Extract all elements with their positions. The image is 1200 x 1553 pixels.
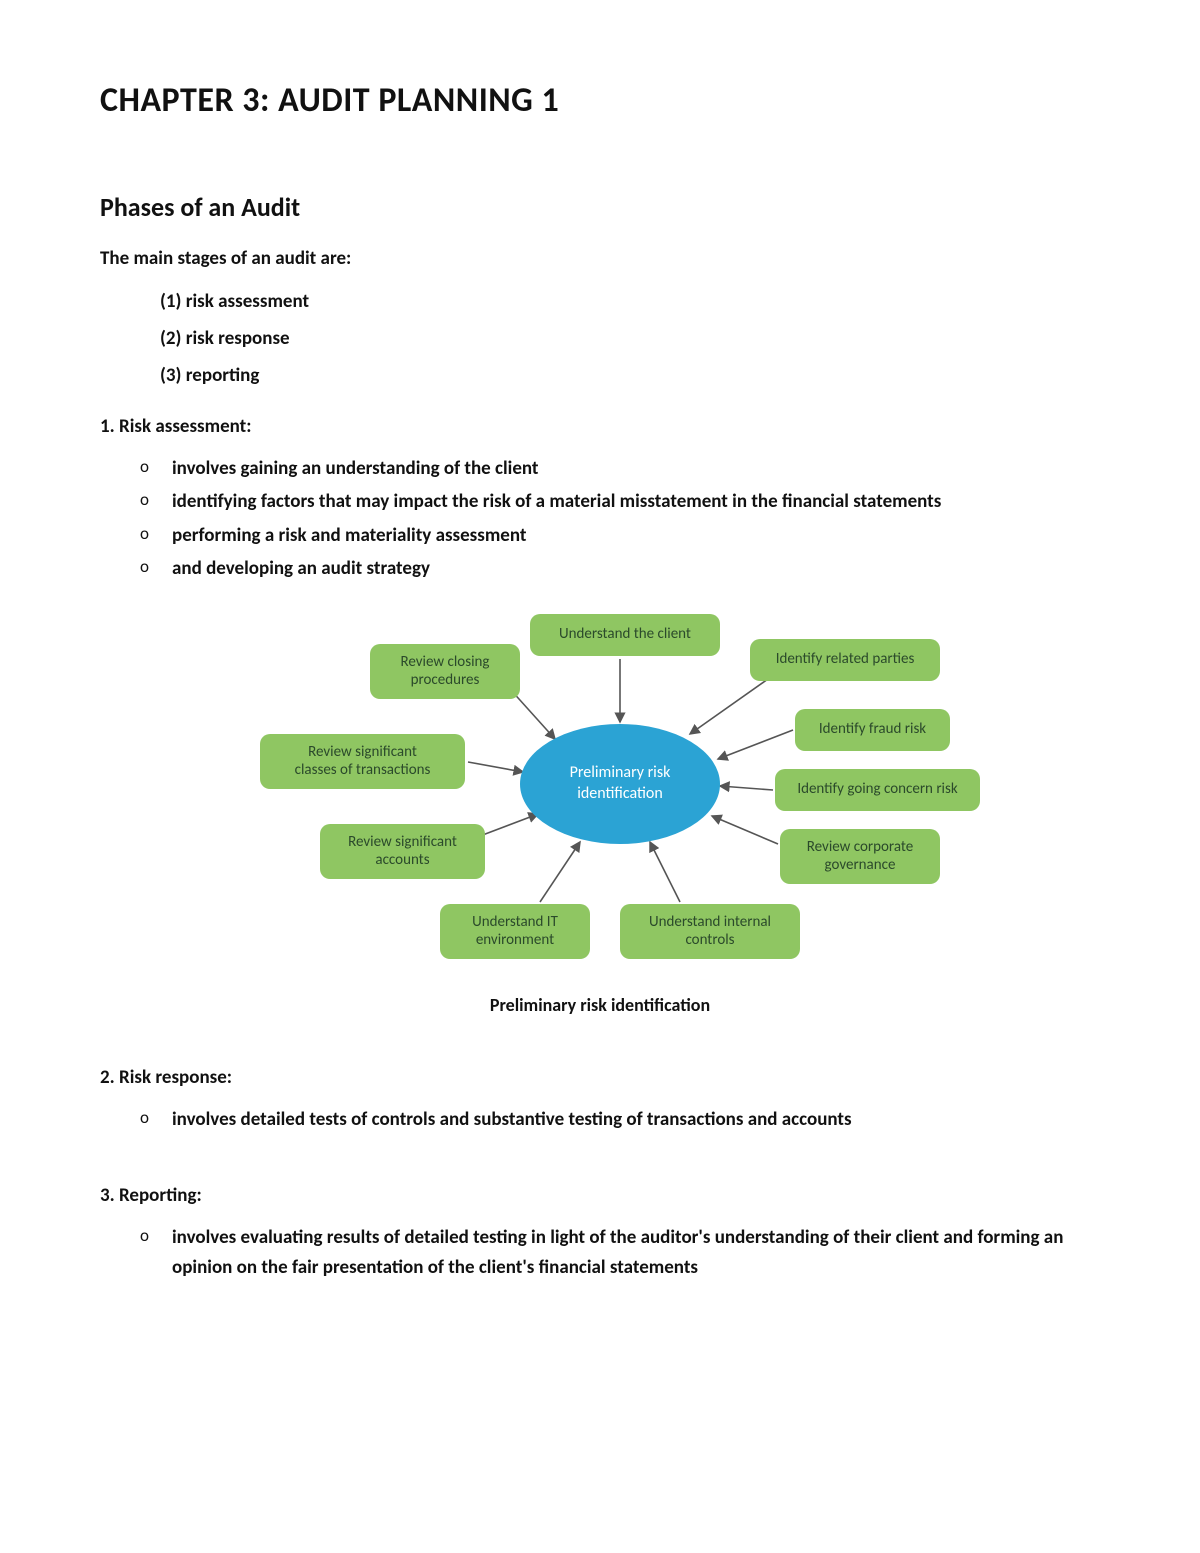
- list-item: involves evaluating results of detailed …: [140, 1223, 1100, 1282]
- subheading-reporting: 3. Reporting:: [100, 1184, 1100, 1207]
- list-item: performing a risk and materiality assess…: [140, 521, 1100, 550]
- subheading-risk-response: 2. Risk response:: [100, 1066, 1100, 1089]
- list-item: involves detailed tests of controls and …: [140, 1105, 1100, 1134]
- stage-item: (1) risk assessment: [160, 290, 1100, 313]
- diagram-node-going-concern: Identify going concern risk: [775, 769, 980, 811]
- preliminary-risk-diagram: Preliminary risk identification Understan…: [220, 604, 980, 984]
- stage-list: (1) risk assessment (2) risk response (3…: [160, 290, 1100, 387]
- section-title: Phases of an Audit: [100, 191, 1100, 223]
- diagram-node-review-sig-trans: Review significant classes of transactio…: [260, 734, 465, 789]
- diagram-caption: Preliminary risk identification: [100, 994, 1100, 1016]
- diagram-node-fraud-risk: Identify fraud risk: [795, 709, 950, 751]
- list-item: and developing an audit strategy: [140, 554, 1100, 583]
- list-item: identifying factors that may impact the …: [140, 487, 1100, 516]
- bullet-list-reporting: involves evaluating results of detailed …: [140, 1223, 1100, 1282]
- bullet-list-risk-assessment: involves gaining an understanding of the…: [140, 454, 1100, 584]
- subheading-risk-assessment: 1. Risk assessment:: [100, 415, 1100, 438]
- diagram-node-review-corp-gov: Review corporate governance: [780, 829, 940, 884]
- stage-item: (3) reporting: [160, 364, 1100, 387]
- diagram-center-node: Preliminary risk identification: [520, 724, 720, 844]
- chapter-title: CHAPTER 3: AUDIT PLANNING 1: [100, 80, 1100, 121]
- diagram-node-understand-client: Understand the client: [530, 614, 720, 656]
- list-item: involves gaining an understanding of the…: [140, 454, 1100, 483]
- diagram-node-understand-ic: Understand internal controls: [620, 904, 800, 959]
- bullet-list-risk-response: involves detailed tests of controls and …: [140, 1105, 1100, 1134]
- intro-line: The main stages of an audit are:: [100, 247, 1100, 270]
- diagram-container: Preliminary risk identification Understan…: [100, 604, 1100, 984]
- stage-item: (2) risk response: [160, 327, 1100, 350]
- diagram-node-review-closing: Review closing procedures: [370, 644, 520, 699]
- diagram-node-review-sig-accounts: Review significant accounts: [320, 824, 485, 879]
- diagram-node-understand-it: Understand IT environment: [440, 904, 590, 959]
- diagram-node-related-parties: Identify related parties: [750, 639, 940, 681]
